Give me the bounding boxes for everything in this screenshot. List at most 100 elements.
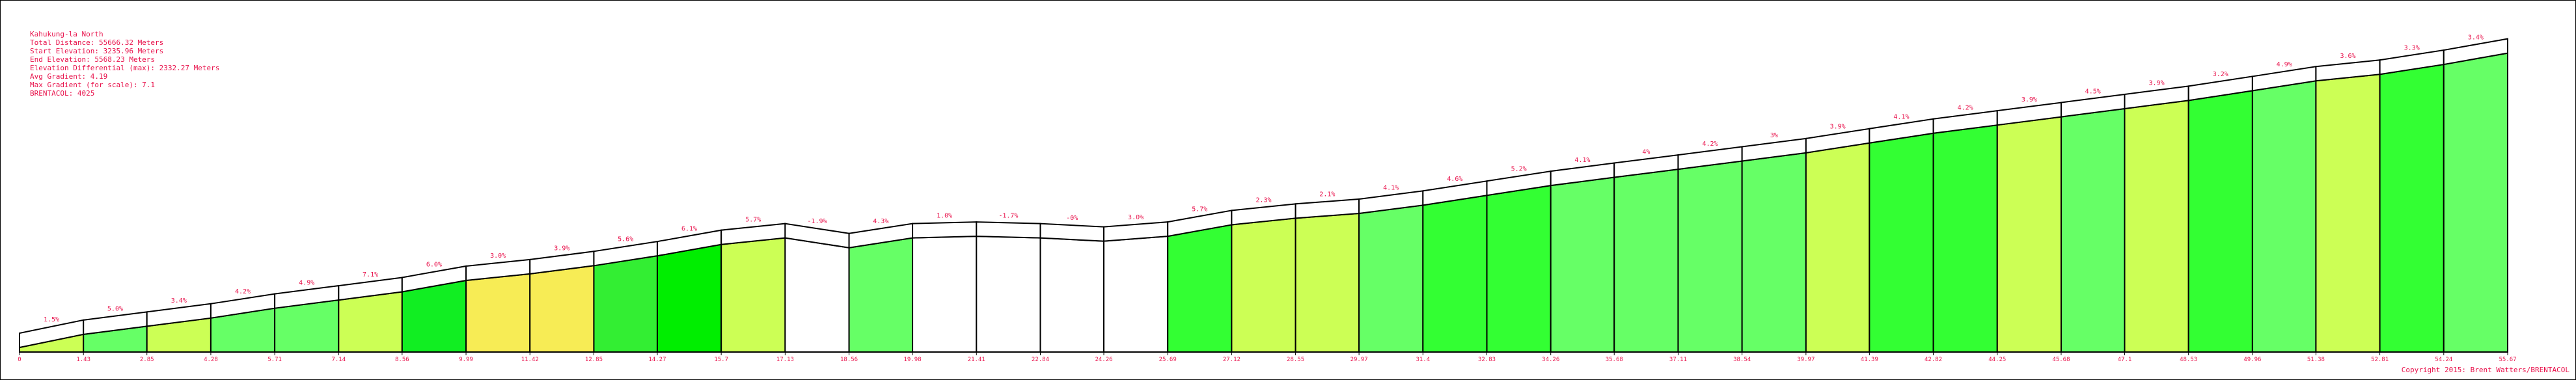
segment-fill — [976, 236, 1041, 353]
x-tick-label: 2.85 — [140, 357, 154, 363]
gradient-label: 3.9% — [2149, 80, 2165, 87]
gradient-label: 5.2% — [1511, 166, 1527, 173]
x-tick-label: 34.26 — [1542, 357, 1559, 363]
gradient-label: 5.6% — [618, 236, 633, 243]
segment-fill — [1103, 236, 1169, 353]
gradient-label: 3.0% — [1128, 214, 1144, 221]
gradient-label: 5.7% — [745, 217, 761, 224]
segment-fill — [656, 243, 722, 353]
segment-fill — [1613, 168, 1679, 353]
x-tick-label: 19.98 — [904, 357, 922, 363]
segment-fill — [274, 299, 340, 353]
x-tick-label: 45.68 — [2052, 357, 2070, 363]
x-tick-label: 54.24 — [2435, 357, 2452, 363]
x-tick-label: 37.11 — [1669, 357, 1687, 363]
x-tick-label: 38.54 — [1733, 357, 1751, 363]
gradient-label: 5.7% — [1192, 206, 1207, 213]
x-tick-label: 31.4 — [1416, 357, 1430, 363]
x-tick-label: 22.84 — [1032, 357, 1049, 363]
x-tick-label: 55.67 — [2499, 357, 2516, 363]
segment-fill — [1295, 212, 1360, 353]
gradient-label: 4% — [1642, 148, 1650, 156]
gradient-label: 4.1% — [1574, 157, 1590, 164]
gradient-label: 3.9% — [554, 245, 569, 252]
info-line: Avg Gradient: 4.19 — [30, 72, 107, 81]
segment-fill — [1741, 152, 1807, 353]
segment-fill — [1039, 237, 1104, 353]
info-line: Total Distance: 55666.32 Meters — [30, 38, 163, 47]
gradient-label: 4.9% — [2277, 61, 2292, 68]
segment-fill — [2443, 52, 2508, 353]
x-tick-label: 27.12 — [1223, 357, 1240, 363]
gradient-label: 1.0% — [937, 212, 952, 219]
gradient-label: 6.0% — [426, 262, 442, 269]
gradient-label: 2.3% — [1255, 197, 1271, 204]
gradient-label: 3.4% — [171, 297, 187, 305]
gradient-label: 6.1% — [681, 225, 697, 232]
x-tick-label: 47.1 — [2118, 357, 2132, 363]
x-tick-label: 18.56 — [840, 357, 858, 363]
segment-fill — [338, 291, 403, 353]
segment-fill — [1231, 217, 1296, 353]
x-tick-label: 4.28 — [204, 357, 218, 363]
gradient-label: 7.1% — [363, 271, 378, 278]
segment-top — [976, 221, 1041, 239]
gradient-label: 4.1% — [1383, 185, 1399, 192]
x-tick-label: 15.7 — [714, 357, 728, 363]
x-tick-label: 1.43 — [76, 357, 90, 363]
segment-fill — [2060, 107, 2126, 353]
gradient-label: 3.6% — [2340, 53, 2355, 60]
x-tick-label: 9.99 — [459, 357, 473, 363]
gradient-label: 4.2% — [1958, 104, 1973, 111]
x-tick-label: 44.25 — [1988, 357, 2006, 363]
x-tick-label: 29.97 — [1350, 357, 1368, 363]
gradient-label: 4.3% — [873, 218, 888, 225]
segment-fill — [1677, 160, 1743, 353]
chart-title: Kahukung-la North — [30, 30, 103, 38]
segment-fill — [1932, 124, 1998, 353]
x-tick-label: 0 — [18, 357, 21, 363]
gradient-label: -0% — [1066, 215, 1078, 222]
gradient-label: -1.7% — [998, 212, 1018, 219]
segment-fill — [1486, 184, 1552, 353]
segment-fill — [2315, 74, 2381, 353]
x-tick-label: 42.82 — [1925, 357, 1942, 363]
x-tick-label: 14.27 — [648, 357, 666, 363]
segment-fill — [912, 236, 978, 353]
segment-fill — [2187, 90, 2253, 353]
x-tick-label: 48.53 — [2180, 357, 2197, 363]
info-line: BRENTACOL: 4025 — [30, 89, 94, 98]
gradient-label: 2.1% — [1319, 191, 1335, 198]
x-tick-label: 8.56 — [395, 357, 409, 363]
gradient-label: 3.4% — [2468, 34, 2484, 41]
info-line: End Elevation: 5568.23 Meters — [30, 55, 155, 64]
gradient-label: -1.9% — [807, 218, 827, 225]
segment-fill — [1358, 204, 1424, 353]
segment-fill — [465, 273, 531, 353]
segment-fill — [1869, 132, 1934, 353]
copyright: Copyright 2015: Brent Watters/BRENTACOL — [2402, 366, 2570, 374]
info-line: Elevation Differential (max): 2332.27 Me… — [30, 64, 219, 72]
info-line: Max Gradient (for scale): 7.1 — [30, 81, 155, 89]
gradient-label: 4.1% — [1893, 113, 1909, 120]
x-tick-label: 7.14 — [331, 357, 346, 363]
segment-top — [2443, 38, 2508, 66]
gradient-label: 3.2% — [2213, 71, 2228, 78]
gradient-label: 4.2% — [235, 288, 251, 295]
x-tick-label: 35.68 — [1606, 357, 1623, 363]
x-tick-label: 12.85 — [585, 357, 603, 363]
gradient-label: 4.9% — [299, 279, 314, 286]
segment-fill — [1167, 224, 1233, 353]
segment-fill — [720, 237, 786, 353]
segment-fill — [529, 265, 595, 353]
x-tick-label: 51.38 — [2307, 357, 2325, 363]
segment-fill — [1996, 116, 2062, 353]
info-line: Start Elevation: 3235.96 Meters — [30, 47, 163, 55]
segment-fill — [1805, 142, 1870, 353]
gradient-label: 5.0% — [107, 306, 123, 313]
gradient-label: 3.9% — [2021, 96, 2037, 103]
segment-fill — [848, 237, 914, 353]
x-tick-label: 21.41 — [968, 357, 985, 363]
